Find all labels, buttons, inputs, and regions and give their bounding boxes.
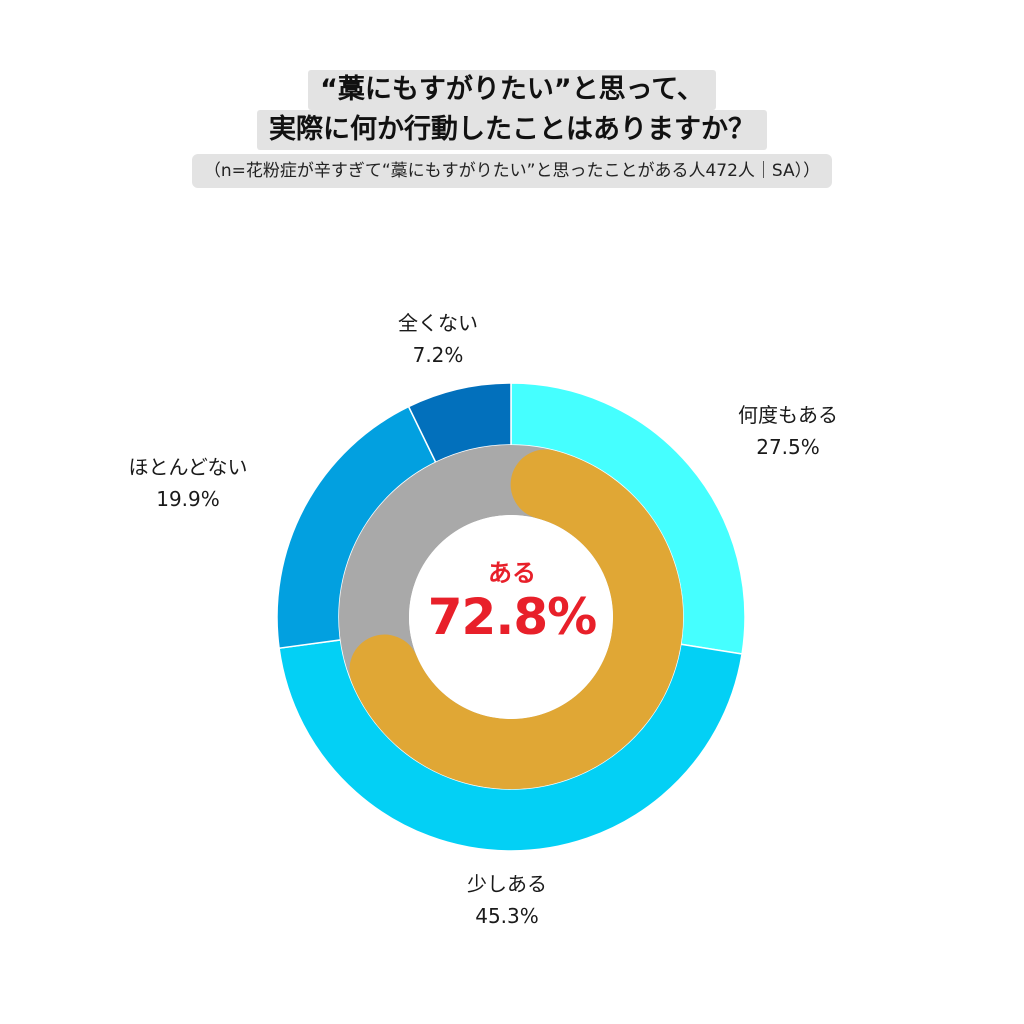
slice-label-many-times: 何度もある 27.5% — [688, 399, 888, 463]
slice-name-a-little: 少しある — [467, 872, 547, 896]
slice-name-rarely: ほとんどない — [128, 455, 248, 479]
inner-ring-highlight-arc — [349, 449, 683, 789]
title-block: “藁にもすがりたい”と思って、 実際に何か行動したことはありますか？ （n=花粉… — [0, 70, 1024, 188]
chart-title-line-2: 実際に何か行動したことはありますか？ — [257, 110, 767, 150]
slice-value-many-times: 27.5% — [756, 435, 820, 459]
slice-value-a-little: 45.3% — [475, 904, 539, 928]
center-label: ある — [488, 559, 536, 587]
slice-name-never: 全くない — [398, 311, 478, 335]
inner-ring — [339, 445, 683, 789]
slice-label-never: 全くない 7.2% — [338, 307, 538, 371]
center-hole — [409, 515, 613, 719]
slice-label-rarely: ほとんどない 19.9% — [88, 451, 288, 515]
chart-title-line-1: “藁にもすがりたい”と思って、 — [308, 70, 716, 110]
center-value: 72.8% — [427, 588, 597, 646]
slice-value-rarely: 19.9% — [156, 487, 220, 511]
outer-ring — [276, 382, 746, 852]
slice-label-a-little: 少しある 45.3% — [407, 868, 607, 932]
slice-name-many-times: 何度もある — [738, 403, 838, 427]
chart-subtitle: （n=花粉症が辛すぎて“藁にもすがりたい”と思ったことがある人472人｜SA）） — [191, 154, 833, 188]
slice-value-never: 7.2% — [412, 343, 464, 367]
